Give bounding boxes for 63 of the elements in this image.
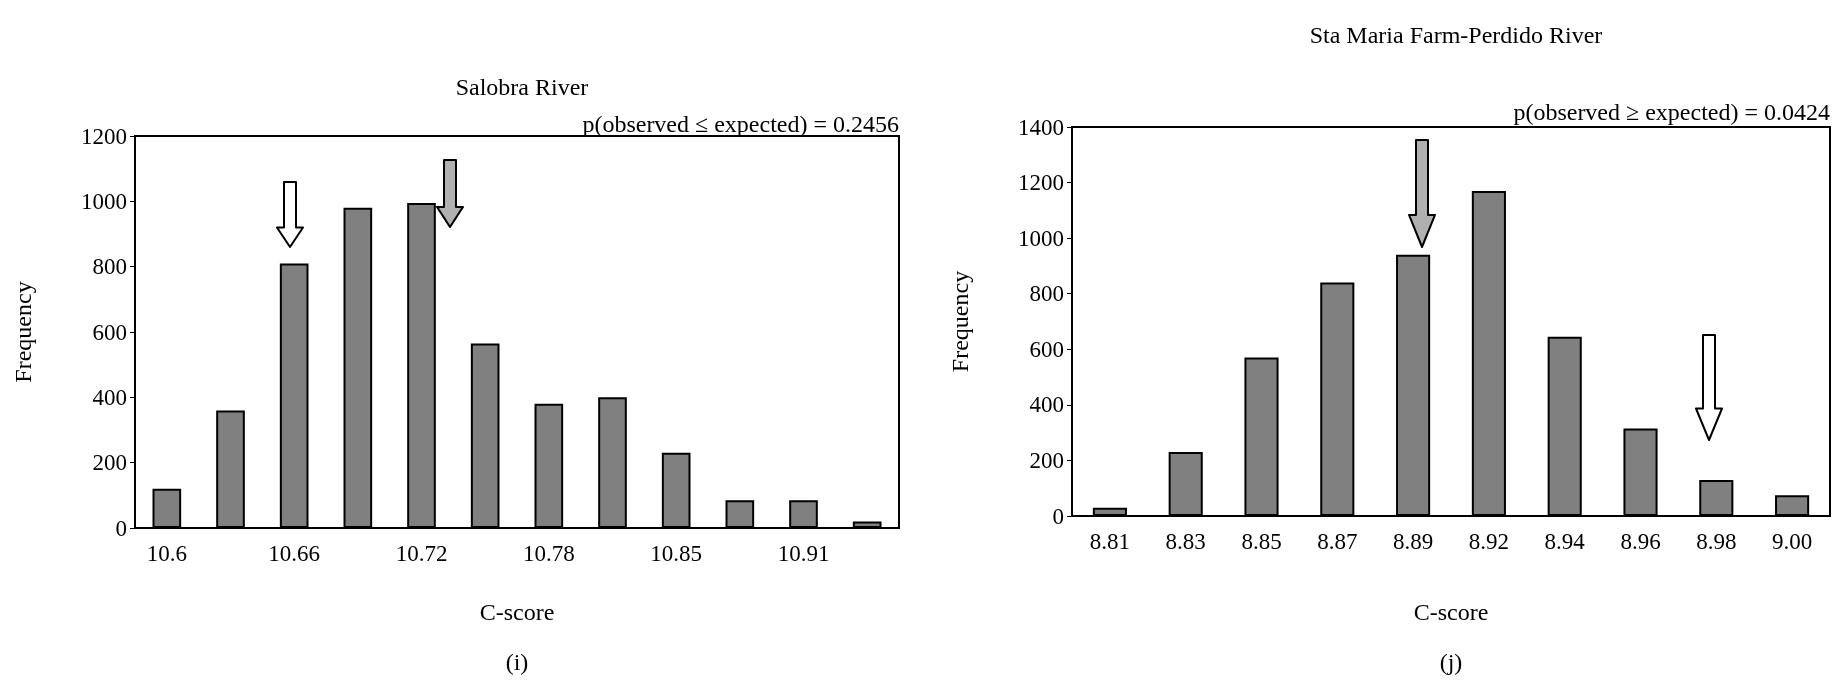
chart-title: Sta Maria Farm-Perdido River <box>1309 22 1603 48</box>
bar <box>1320 282 1355 516</box>
bar <box>598 397 627 528</box>
y-tick-label: 1400 <box>1018 114 1064 140</box>
x-tick-label: 8.92 <box>1468 529 1510 554</box>
bar <box>534 403 564 528</box>
x-tick-label: 8.85 <box>1241 529 1282 554</box>
y-tick-label: 400 <box>1029 392 1064 418</box>
y-tick-label: 600 <box>92 319 127 345</box>
x-axis-title: C-score <box>1413 599 1489 625</box>
bar <box>789 500 818 528</box>
x-tick-label: 8.96 <box>1620 529 1661 554</box>
text: (i) <box>505 649 529 675</box>
bar <box>1547 336 1582 516</box>
y-tick-label: 1200 <box>81 123 127 149</box>
bar <box>216 410 245 528</box>
x-tick-label: 8.83 <box>1165 529 1206 554</box>
y-tick-label: 1000 <box>1018 225 1064 251</box>
y-tick-label: 200 <box>92 450 127 476</box>
annotation: p(observed ≤ expected) = 0.2456 <box>582 111 899 137</box>
bar <box>1775 495 1810 516</box>
y-tick-label: 800 <box>92 254 127 280</box>
y-tick-label: 800 <box>1029 281 1064 307</box>
x-tick-label: 10.72 <box>395 541 448 566</box>
x-tick-label: 8.81 <box>1089 529 1131 554</box>
text: (j) <box>1439 649 1463 675</box>
y-tick-label: 1200 <box>1018 170 1064 196</box>
text: p(observed ≥ expected) = 0.0424 <box>1513 99 1830 125</box>
x-tick-label: 10.66 <box>268 541 321 566</box>
y-tick-label: 1000 <box>81 188 127 214</box>
y-tick-label: 0 <box>1052 503 1064 529</box>
y-axis-title: Frequency <box>10 281 36 383</box>
x-tick-label: 10.91 <box>777 541 830 566</box>
y-tick-label: 0 <box>115 515 127 541</box>
bar <box>1396 254 1431 516</box>
x-tick-label: 8.94 <box>1544 529 1586 554</box>
bar <box>407 202 436 528</box>
bar <box>1623 428 1658 516</box>
bar <box>1168 452 1203 516</box>
x-tick-label: 10.85 <box>650 541 703 566</box>
x-tick-label: 8.89 <box>1392 529 1434 554</box>
bar <box>279 263 309 528</box>
x-tick-label: 9.00 <box>1771 529 1813 554</box>
bar <box>1244 357 1279 516</box>
bar <box>661 452 691 528</box>
bar <box>1471 190 1506 516</box>
y-tick-label: 200 <box>1029 447 1064 473</box>
x-axis-title: C-score <box>479 599 555 625</box>
bar <box>852 521 882 528</box>
y-axis-title: Frequency <box>947 270 973 373</box>
x-tick-label: 10.78 <box>522 541 575 566</box>
bar <box>725 500 755 528</box>
bar <box>1092 507 1127 516</box>
y-tick-label: 600 <box>1029 336 1064 362</box>
bar <box>343 207 373 528</box>
chart-title: Salobra River <box>455 74 589 100</box>
bar <box>470 343 500 528</box>
y-tick-label: 400 <box>92 384 127 410</box>
x-tick-label: 8.98 <box>1696 529 1737 554</box>
bar <box>1699 479 1734 516</box>
x-tick-label: 8.87 <box>1317 529 1358 554</box>
x-tick-label: 10.6 <box>146 541 187 566</box>
bar <box>152 488 182 528</box>
